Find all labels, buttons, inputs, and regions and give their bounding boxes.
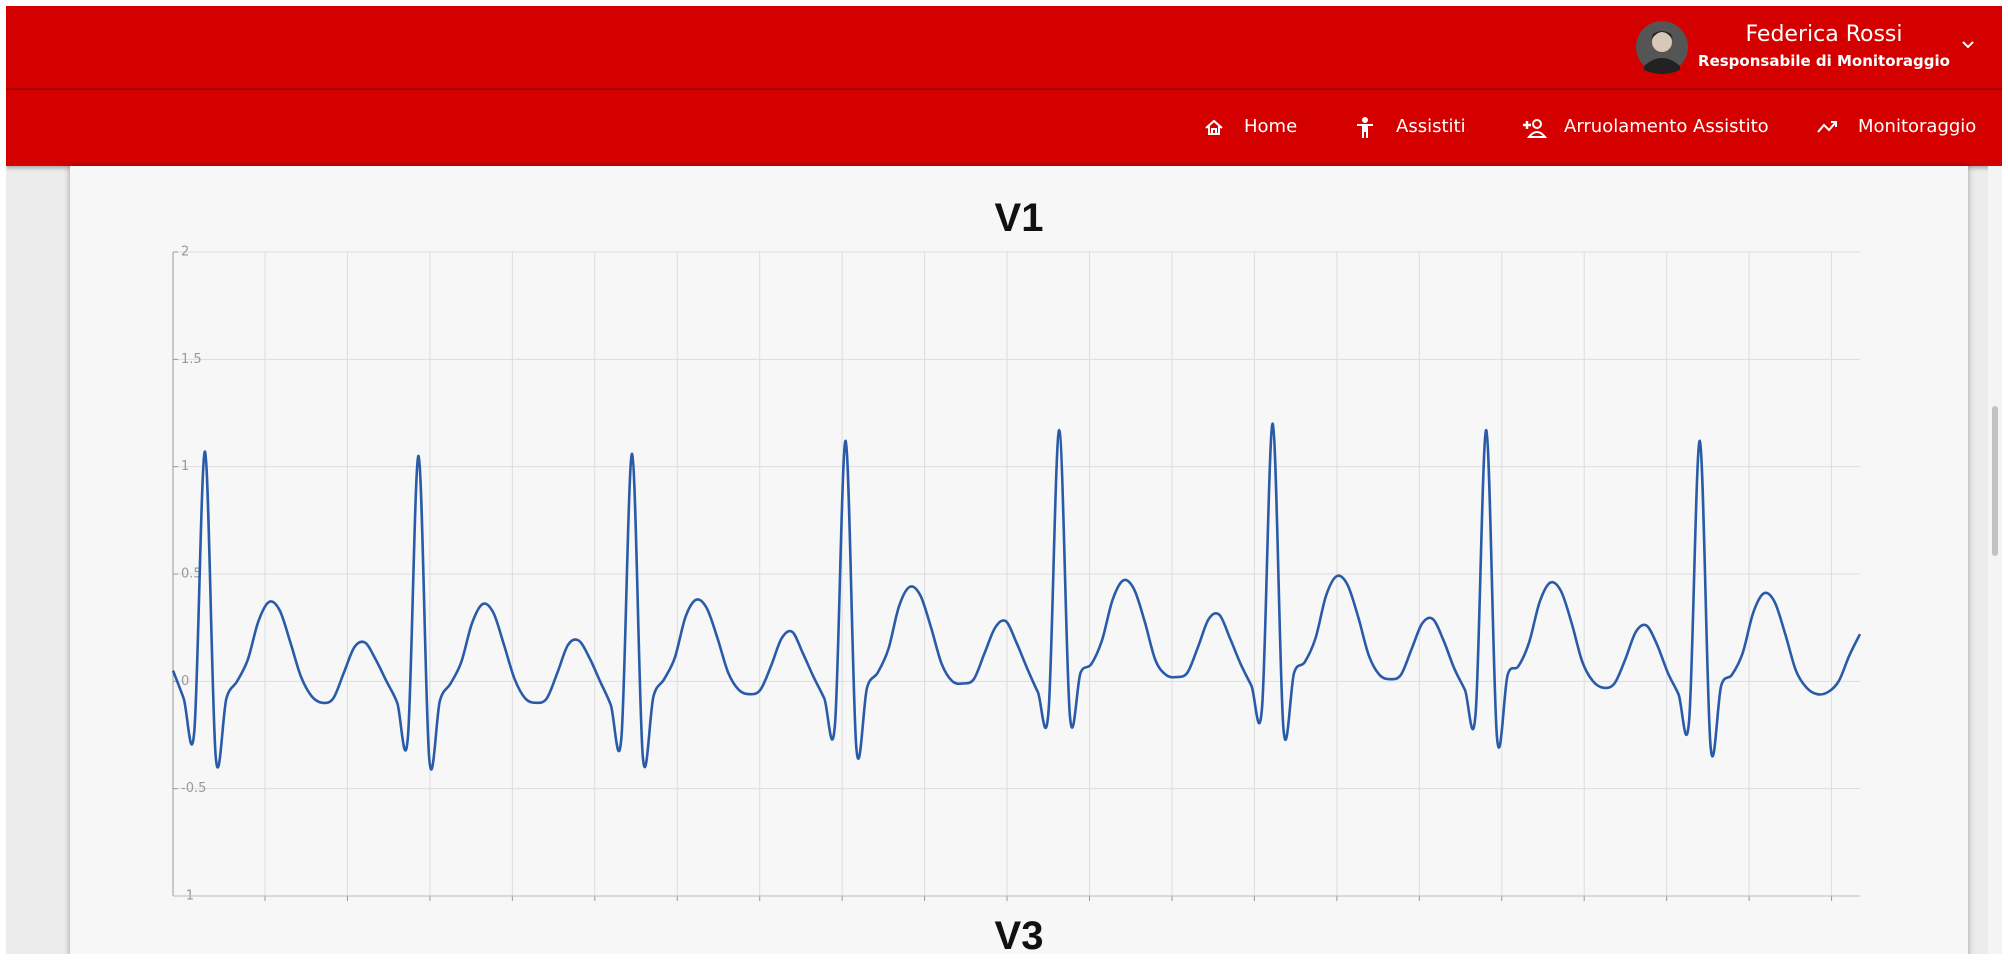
y-tick-label: -0.5 bbox=[181, 781, 206, 796]
user-name[interactable]: Federica Rossi bbox=[1745, 22, 1903, 47]
top-bar: Federica Rossi Responsabile di Monitorag… bbox=[6, 6, 2002, 90]
nav-arruolamento[interactable]: Arruolamento Assistito bbox=[1564, 116, 1769, 137]
y-tick-label: 0 bbox=[181, 674, 189, 689]
enroll-icon[interactable] bbox=[1521, 117, 1547, 139]
monitor-icon[interactable] bbox=[1816, 118, 1838, 138]
app: Federica Rossi Responsabile di Monitorag… bbox=[6, 6, 2002, 954]
y-tick-label: 1 bbox=[181, 459, 189, 474]
avatar[interactable] bbox=[1635, 20, 1689, 74]
nav-monitoraggio[interactable]: Monitoraggio bbox=[1858, 116, 1977, 137]
ecg-line bbox=[171, 422, 1862, 771]
nav-assistiti[interactable]: Assistiti bbox=[1396, 116, 1466, 137]
chart: -1-0.500.511.52 bbox=[171, 245, 1862, 904]
scrollbar[interactable] bbox=[1988, 166, 2002, 954]
nav-home[interactable]: Home bbox=[1244, 116, 1298, 137]
y-tick-label: 1.5 bbox=[181, 352, 202, 367]
nav-bar bbox=[6, 90, 2002, 166]
user-role: Responsabile di Monitoraggio bbox=[1698, 52, 1950, 70]
scrollbar-thumb[interactable] bbox=[1992, 406, 1998, 556]
dropdown-chevron[interactable] bbox=[1961, 40, 1975, 50]
chart-card: V1 -1 -0.5 0 0.5 1 1.5 2 V3 bbox=[70, 166, 1968, 954]
y-tick-label: 0.5 bbox=[181, 567, 202, 582]
home-icon[interactable] bbox=[1203, 117, 1225, 139]
next-chart-title: V3 bbox=[994, 914, 1044, 954]
y-tick-label: 2 bbox=[181, 245, 189, 260]
assistiti-icon[interactable] bbox=[1354, 116, 1376, 140]
chart-title: V1 bbox=[994, 196, 1044, 240]
